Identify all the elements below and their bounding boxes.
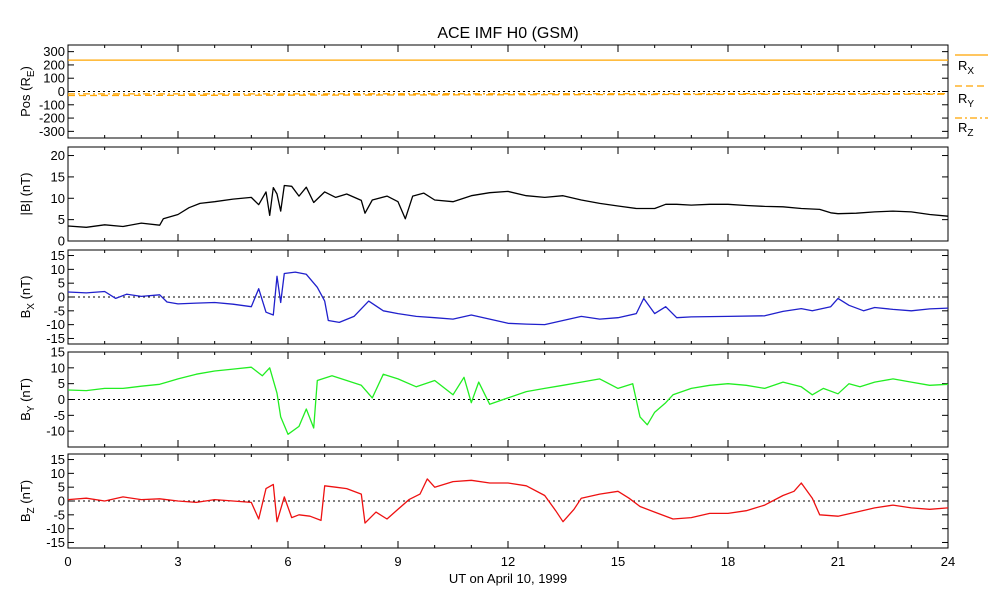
y-tick-label: 0 [58,494,65,509]
legend-label-sub: X [967,66,974,77]
y-axis-label-main: B [18,412,33,421]
y-axis-label-sub: Y [26,405,37,412]
y-tick-label: 10 [51,466,65,481]
panel-frame [67,146,949,242]
y-tick-label: 15 [51,452,65,467]
y-axis-label: Pos (RE) [18,66,37,117]
y-tick-label: 15 [51,248,65,263]
x-tick-label: 9 [394,554,401,569]
y-tick-label: -5 [53,408,65,423]
y-axis-label-end: (nT) [18,480,33,507]
x-tick-label: 12 [501,554,515,569]
y-tick-label: 0 [58,84,65,99]
y-axis-label-sub: E [26,70,37,77]
y-tick-label: 5 [58,276,65,291]
y-tick-label: 0 [58,392,65,407]
y-axis-label-main: B [18,310,33,319]
y-tick-label: 300 [43,44,65,59]
x-tick-label: 6 [284,554,291,569]
y-tick-label: -10 [46,521,65,536]
x-tick-label: 15 [611,554,625,569]
x-tick-label: 3 [174,554,181,569]
legend-label-main: R [958,91,967,106]
y-tick-label: 5 [58,376,65,391]
y-axis-label: BY (nT) [18,378,37,421]
x-tick-label: 21 [831,554,845,569]
legend-label: RY [958,91,974,110]
y-tick-label: 15 [51,345,65,360]
y-tick-label: 10 [51,360,65,375]
y-tick-label: -5 [53,507,65,522]
y-axis-label-end: (nT) [18,276,33,303]
series-line-by [67,366,949,435]
legend-label: RZ [958,120,974,139]
legend-label: RX [958,58,974,77]
y-tick-label: 100 [43,71,65,86]
y-axis-label-sub: Z [26,507,37,513]
chart-title: ACE IMF H0 (GSM) [437,25,578,42]
legend-label-sub: Y [967,99,974,110]
y-tick-label: 20 [51,148,65,163]
y-axis-label-end: ) [18,66,33,70]
y-axis-label-main: B [18,513,33,522]
y-axis-label-main: |B| (nT) [18,173,33,216]
y-tick-label: -10 [46,424,65,439]
y-axis-label-end: (nT) [18,378,33,405]
y-tick-label: 10 [51,262,65,277]
y-axis-label-main: Pos (R [18,77,33,117]
legend-label-sub: Z [967,128,973,139]
y-tick-label: 0 [58,290,65,305]
panel-bt: 20 15 10 5 0 |B| (nT) [18,146,949,249]
series-line-bx [67,271,949,326]
y-tick-label: 0 [58,234,65,249]
y-tick-label: 10 [51,191,65,206]
y-tick-label: -200 [39,111,65,126]
y-axis-label-sub: X [26,303,37,310]
y-axis-label: |B| (nT) [18,173,33,216]
series-line-bz [67,478,949,524]
x-axis-label: UT on April 10, 1999 [449,571,567,586]
legend-label-main: R [958,58,967,73]
y-tick-label: -5 [53,303,65,318]
y-axis-label: BZ (nT) [18,480,37,522]
x-tick-label: 0 [64,554,71,569]
y-tick-label: 5 [58,212,65,227]
series-line-b [67,184,949,228]
x-tick-label: 18 [721,554,735,569]
y-tick-label: 5 [58,480,65,495]
y-tick-label: 15 [51,169,65,184]
y-tick-label: -10 [46,317,65,332]
y-axis-label: BX (nT) [18,276,37,319]
y-tick-label: 200 [43,57,65,72]
y-tick-label: -300 [39,124,65,139]
legend-label-main: R [958,120,967,135]
y-tick-label: -100 [39,97,65,112]
y-tick-label: -15 [46,331,65,346]
x-tick-label: 24 [941,554,955,569]
y-tick-label: -15 [46,535,65,550]
series-line-ry [67,93,949,97]
